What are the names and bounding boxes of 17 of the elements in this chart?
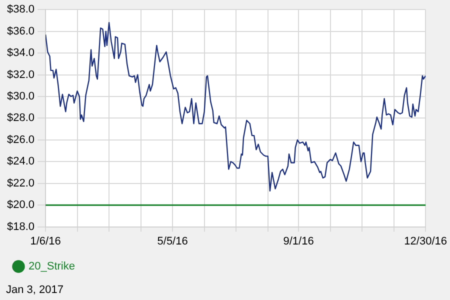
x-tick-label: 12/30/16 [404, 235, 448, 248]
y-tick-label: $34.0 [6, 47, 35, 60]
y-tick-label: $32.0 [6, 68, 35, 81]
y-tick-label: $30.0 [6, 90, 35, 103]
text: Jan 3, 2017 [5, 283, 64, 298]
y-tick-label: $26.0 [6, 134, 35, 146]
y-tick-label: $28.0 [6, 112, 35, 124]
y-tick-label: $18.0 [6, 220, 35, 233]
y-tick-label: $38.0 [6, 4, 35, 16]
x-tick-label: 9/1/16 [283, 235, 314, 248]
x-tick-label: 1/6/16 [30, 235, 61, 248]
y-tick-label: $22.0 [6, 177, 35, 190]
x-tick-label: 5/5/16 [157, 235, 188, 248]
y-tick-label: $20.0 [6, 199, 35, 212]
y-tick-label: $24.0 [6, 156, 35, 168]
legend-label: 20_Strike [28, 260, 75, 273]
y-tick-label: $36.0 [6, 25, 35, 38]
